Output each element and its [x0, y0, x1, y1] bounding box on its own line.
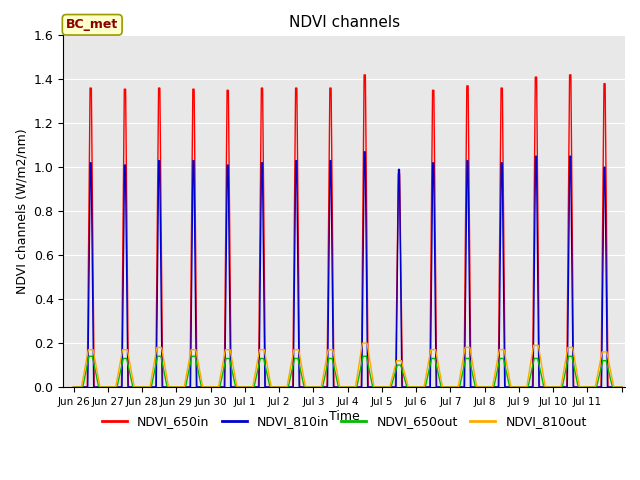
X-axis label: Time: Time	[329, 409, 360, 422]
NDVI_810out	[394, 358, 402, 363]
Title: NDVI channels: NDVI channels	[289, 15, 400, 30]
NDVI_650in	[476, 384, 484, 390]
NDVI_810out	[618, 384, 625, 390]
Line: NDVI_810in: NDVI_810in	[74, 152, 621, 387]
Legend: NDVI_650in, NDVI_810in, NDVI_650out, NDVI_810out: NDVI_650in, NDVI_810in, NDVI_650out, NDV…	[97, 410, 591, 433]
NDVI_810out	[70, 384, 77, 390]
NDVI_810in	[418, 384, 426, 390]
Line: NDVI_650out: NDVI_650out	[74, 356, 621, 387]
NDVI_650in	[268, 384, 276, 390]
NDVI_650out	[394, 362, 402, 368]
NDVI_810in	[618, 384, 625, 390]
NDVI_810in	[506, 384, 513, 390]
NDVI_650out	[506, 382, 513, 388]
NDVI_810in	[476, 384, 484, 390]
Text: BC_met: BC_met	[66, 18, 118, 31]
NDVI_810out	[418, 384, 426, 390]
NDVI_810out	[358, 340, 366, 346]
Line: NDVI_650in: NDVI_650in	[74, 75, 621, 387]
NDVI_810in	[70, 384, 77, 390]
NDVI_650in	[360, 72, 368, 78]
NDVI_810out	[97, 384, 105, 390]
NDVI_650out	[268, 384, 276, 390]
Line: NDVI_810out: NDVI_810out	[74, 343, 621, 387]
Y-axis label: NDVI channels (W/m2/nm): NDVI channels (W/m2/nm)	[15, 128, 28, 294]
NDVI_650in	[97, 384, 105, 390]
NDVI_650in	[70, 384, 77, 390]
NDVI_650out	[476, 384, 484, 390]
NDVI_650in	[618, 384, 625, 390]
NDVI_650out	[418, 384, 426, 390]
NDVI_810in	[360, 149, 368, 155]
NDVI_650out	[97, 384, 105, 390]
NDVI_650out	[618, 384, 625, 390]
NDVI_650in	[506, 384, 513, 390]
NDVI_650out	[70, 384, 77, 390]
NDVI_810out	[268, 384, 276, 390]
NDVI_650in	[394, 200, 402, 205]
NDVI_810out	[506, 374, 513, 380]
NDVI_810in	[394, 216, 402, 221]
NDVI_810in	[268, 384, 276, 390]
NDVI_810in	[97, 384, 105, 390]
NDVI_650in	[418, 384, 426, 390]
NDVI_810out	[476, 384, 484, 390]
NDVI_650out	[85, 353, 93, 359]
